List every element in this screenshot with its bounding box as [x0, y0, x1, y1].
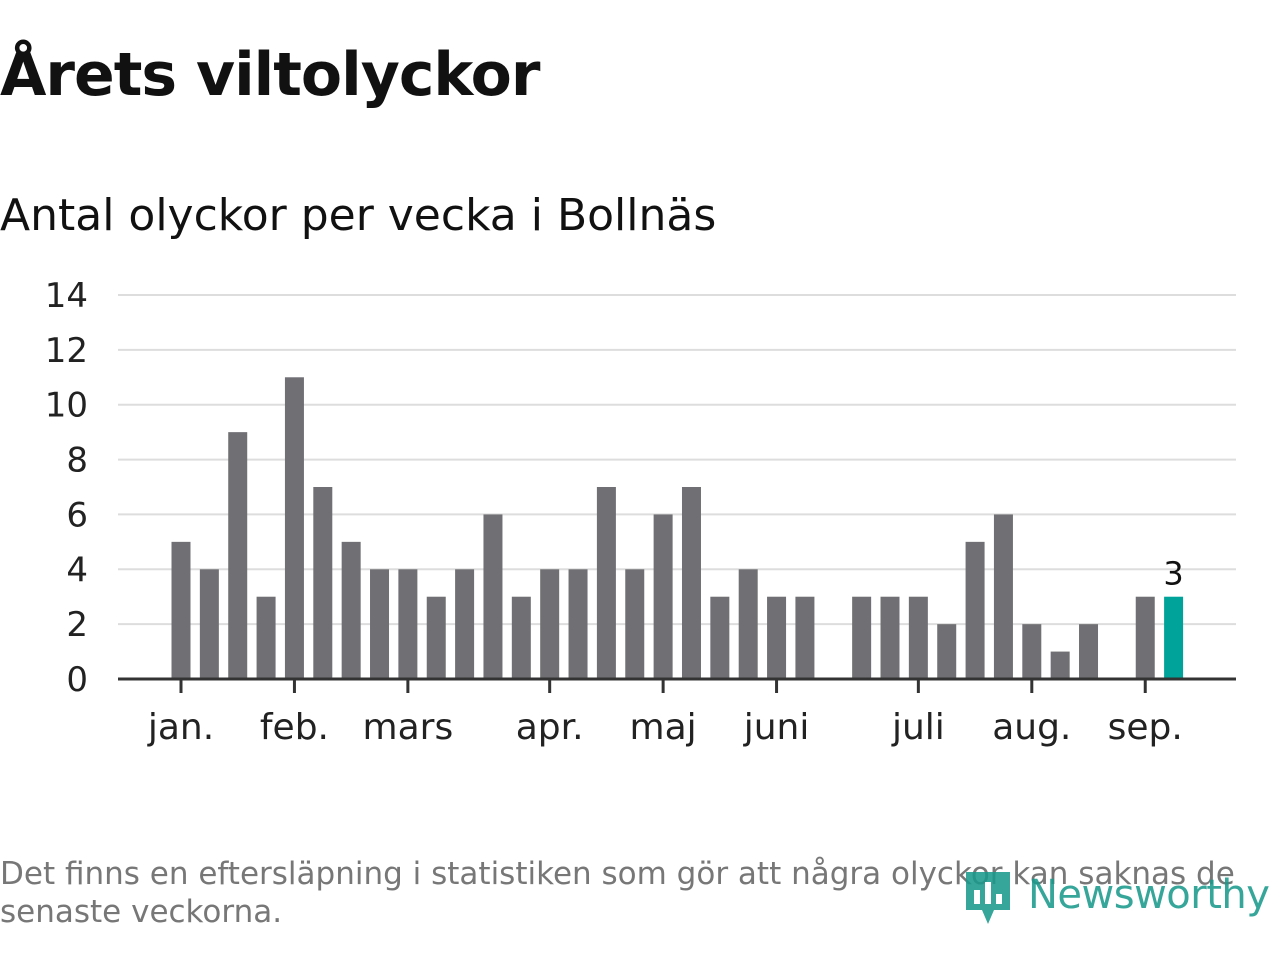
bar-week-28 — [937, 624, 957, 679]
newsworthy-logo-icon — [966, 872, 1010, 924]
y-tick-label: 0 — [66, 660, 88, 700]
bar-week-2 — [199, 569, 219, 679]
bar-week-19 — [681, 487, 701, 679]
y-tick-label: 6 — [66, 495, 88, 535]
bar-week-32 — [1050, 651, 1070, 679]
bar-week-20 — [710, 596, 730, 679]
bar-week-6 — [313, 487, 333, 679]
bar-week-33 — [1079, 624, 1099, 679]
bar-chart: 0 2 4 6 8 10 12 14 3 jan. feb. mars apr. maj juni jul… — [45, 276, 1236, 748]
bar-week-26 — [880, 596, 900, 679]
y-tick-label: 10 — [45, 386, 88, 426]
x-tick-label: juni — [743, 707, 810, 748]
x-axis-ticks: jan. feb. mars apr. maj juni juli aug. sep. — [147, 679, 1183, 748]
brand-logo: Newsworthy — [962, 860, 1270, 930]
bar-week-4 — [256, 596, 276, 679]
bar-week-5 — [284, 377, 304, 679]
y-tick-label: 12 — [45, 331, 88, 371]
x-tick-label: jan. — [147, 707, 214, 748]
bar-week-13 — [511, 596, 531, 679]
bar-week-27 — [908, 596, 928, 679]
x-tick-label: maj — [630, 707, 697, 748]
bar-week-8 — [370, 569, 390, 679]
bar-week-10 — [426, 596, 446, 679]
bar-week-11 — [455, 569, 475, 679]
bar-week-31 — [1022, 624, 1042, 679]
bar-week-12 — [483, 514, 503, 679]
brand-name: Newsworthy — [1028, 872, 1270, 918]
bars — [171, 377, 1184, 679]
bar-week-21 — [738, 569, 758, 679]
bar-week-17 — [625, 569, 645, 679]
data-label: 3 — [1163, 555, 1183, 593]
x-tick-label: feb. — [260, 707, 329, 748]
bar-week-14 — [540, 569, 560, 679]
y-tick-label: 14 — [45, 276, 88, 316]
bar-week-35 — [1135, 596, 1155, 679]
footnote: Det finns en eftersläpning i statistiken… — [0, 856, 1235, 930]
chart-subtitle: Antal olyckor per vecka i Bollnäs — [0, 190, 717, 241]
y-axis-ticks: 0 2 4 6 8 10 12 14 — [45, 276, 88, 700]
bar-week-15 — [568, 569, 588, 679]
bar-week-1 — [171, 541, 191, 679]
bar-week-25 — [852, 596, 872, 679]
bar-week-7 — [341, 541, 361, 679]
y-tick-label: 8 — [66, 441, 88, 481]
x-tick-label: mars — [363, 707, 454, 748]
bar-week-22 — [767, 596, 787, 679]
x-tick-label: sep. — [1108, 707, 1183, 748]
bar-week-16 — [596, 487, 616, 679]
x-tick-label: apr. — [516, 707, 584, 748]
bar-week-30 — [993, 514, 1013, 679]
bar-week-29 — [965, 541, 985, 679]
y-tick-label: 2 — [66, 605, 88, 645]
x-tick-label: juli — [891, 707, 945, 748]
chart-title: Årets viltolyckor — [0, 40, 540, 110]
bar-week-9 — [398, 569, 418, 679]
bar-week-3 — [228, 432, 248, 679]
bar-week-18 — [653, 514, 673, 679]
y-tick-label: 4 — [66, 550, 88, 590]
bar-week-36 — [1164, 596, 1184, 679]
x-tick-label: aug. — [992, 707, 1071, 748]
gridlines — [118, 294, 1236, 626]
bar-week-23 — [795, 596, 815, 679]
data-labels: 3 — [1163, 555, 1183, 593]
